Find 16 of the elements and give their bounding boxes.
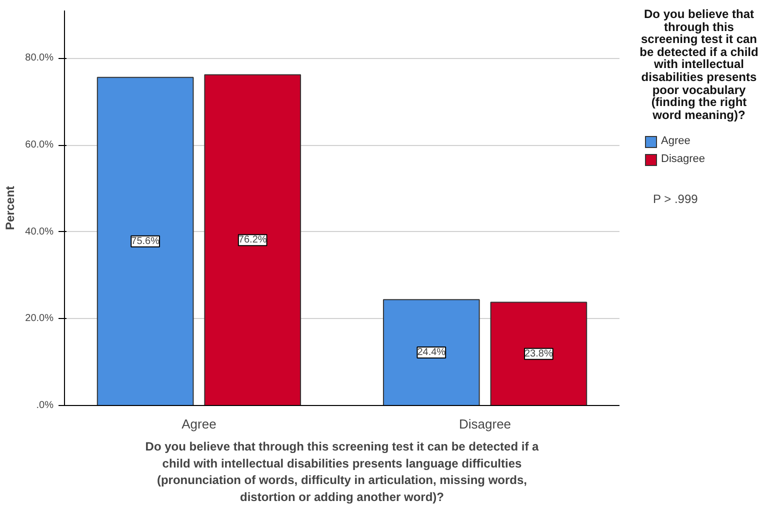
x-axis-title: Do you believe that through this screening test it can be detected if a child with intellectual disabilities presents language difficulties (pronunciation of words, difficulty in articulation, missing words, distortion or adding another word)?: [145, 440, 540, 504]
y-tick-label: 20.0%: [25, 313, 54, 324]
bar: [490, 302, 588, 406]
y-tick-label: 60.0%: [25, 140, 54, 151]
bar: [96, 76, 194, 406]
text: Do you believe that through this screening test it can be detected if a child with intellectual disabilities presents poor vocabulary (finding the right word meaning)?: [640, 7, 758, 122]
bar: [204, 74, 302, 406]
y-tick-label: .0%: [36, 400, 54, 411]
y-tick-label: 40.0%: [25, 226, 54, 238]
legend-label: Disagree: [661, 152, 706, 168]
legend-label: Agree: [661, 134, 690, 150]
bar: [382, 299, 480, 406]
text: P > .999: [653, 190, 698, 208]
y-axis-title: Percent: [3, 186, 18, 230]
y-tick-label: 80.0%: [25, 52, 54, 64]
text: 23.8%: [524, 348, 553, 360]
